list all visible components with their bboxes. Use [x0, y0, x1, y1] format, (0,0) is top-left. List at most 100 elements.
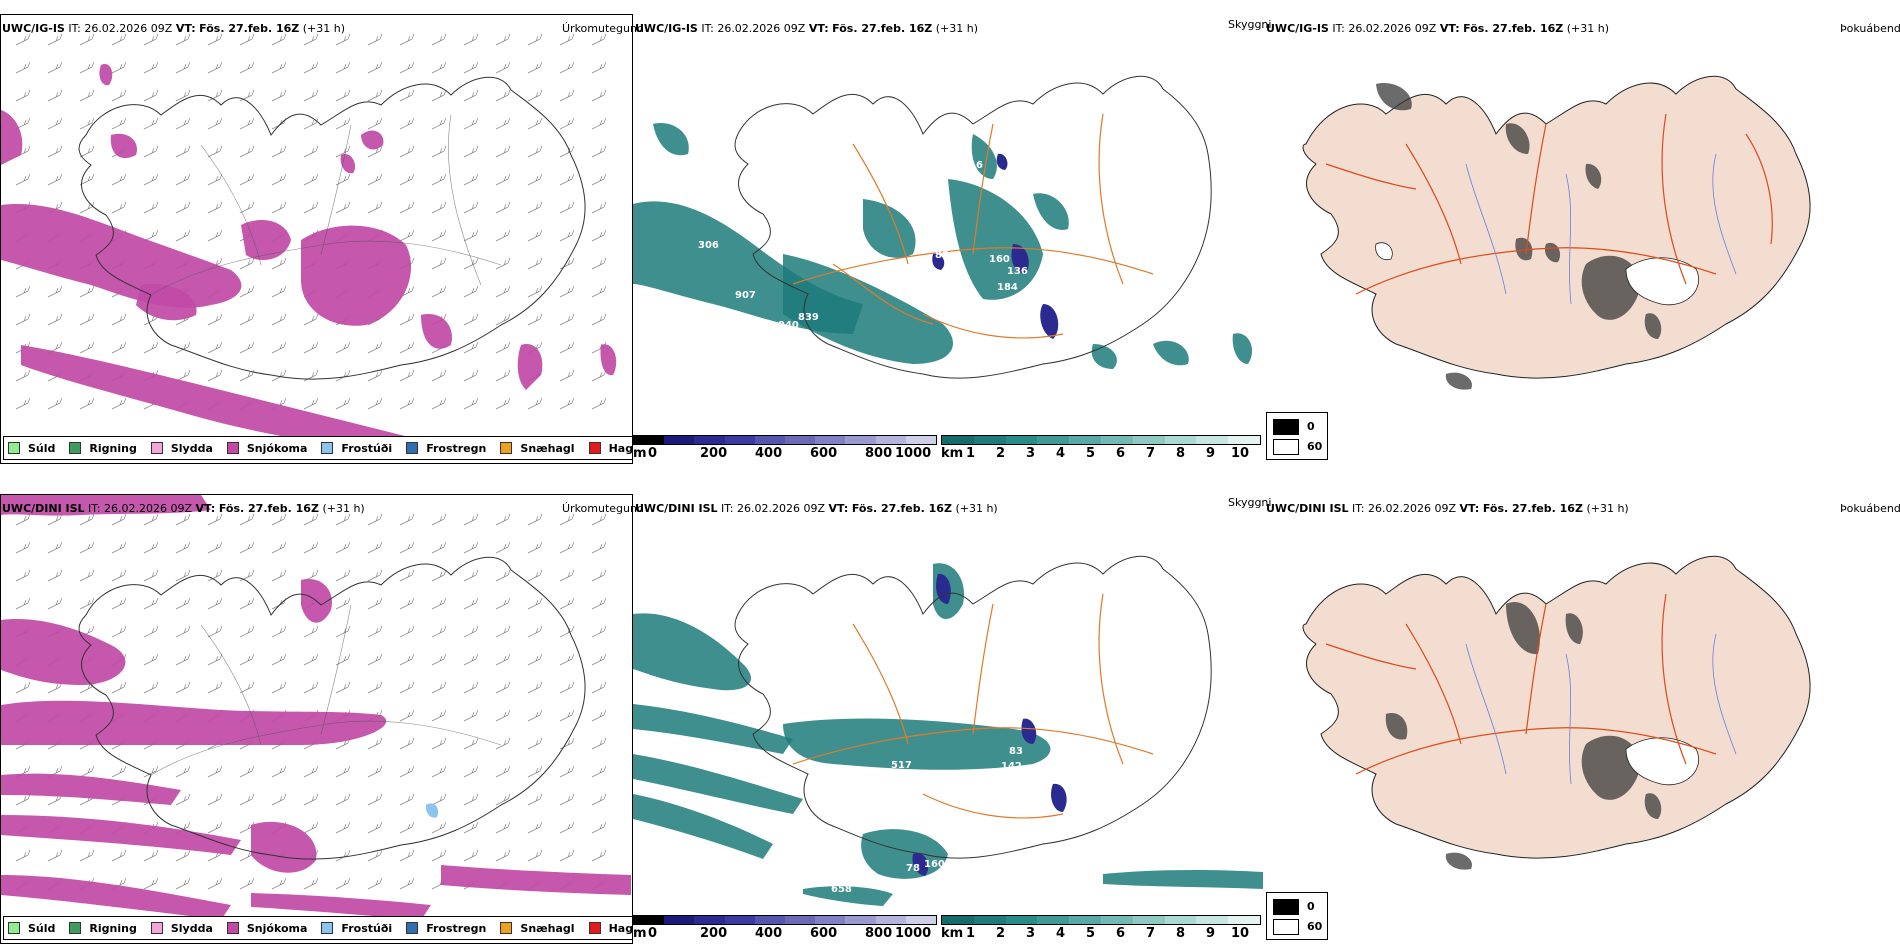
legend-item-rigning: Rigning — [69, 442, 137, 455]
number-label: 142 — [1001, 761, 1022, 772]
number-label: 45 — [1063, 806, 1077, 817]
number-label: 937 — [757, 332, 778, 343]
legend-swatch — [226, 922, 239, 934]
number-label: 55 — [961, 611, 975, 622]
number-label: 839 — [798, 312, 819, 323]
legend-swatch — [500, 922, 513, 934]
legend-swatch — [321, 442, 334, 454]
number-label: 136 — [1007, 266, 1028, 277]
cloud-map-bottom — [633, 555, 1263, 906]
road-network — [1325, 593, 1717, 775]
cloudbase-bar — [633, 915, 937, 925]
number-label: 940 — [778, 320, 799, 331]
visibility-bar — [941, 915, 1261, 925]
road-network — [1325, 113, 1773, 295]
legend-item-frostudi: Frostúði — [321, 442, 392, 455]
number-label: 306 — [698, 240, 719, 251]
legend-swatch — [406, 442, 419, 454]
low-visibility-areas — [633, 563, 1263, 906]
legend-swatch — [500, 442, 513, 454]
precip-map-top — [1, 33, 617, 455]
cloudbase-bar — [633, 435, 937, 445]
legend-swatch — [8, 922, 20, 934]
precip-label-top: Úrkomutegund — [562, 22, 644, 35]
fog-label-bottom: Þokuábendi — [1840, 502, 1900, 515]
number-label: 77 — [805, 791, 819, 802]
visibility-bar — [941, 435, 1261, 445]
number-label: 111 — [935, 641, 956, 652]
legend-swatch — [226, 442, 239, 454]
number-label: 907 — [735, 290, 756, 301]
legend-item-hagel: Haglél — [588, 442, 632, 455]
fog-title-top: UWC/IG-IS IT: 26.02.2026 09Z VT: Fös. 27… — [1266, 22, 1610, 35]
legend-item-slydda: Slydda — [150, 922, 213, 935]
number-label: 88 — [935, 250, 949, 261]
land-fill — [1302, 555, 1811, 859]
legend-item-snjokoma: Snjókoma — [226, 442, 307, 455]
precip-type-legend: Súld Rigning Slydda Snjókoma Frostúði Fr… — [3, 436, 632, 460]
legend-swatch — [150, 922, 163, 934]
cloud-label-top: Skyggni — [1228, 18, 1272, 31]
number-label: 829 — [845, 772, 866, 783]
precip-title-top: UWC/IG-IS IT: 26.02.2026 09Z VT: Fös. 27… — [2, 22, 346, 35]
cloud-map-top — [633, 75, 1253, 379]
visibility-colorbar-top: km 1 2 3 4 5 6 7 8 9 10 — [941, 435, 1263, 461]
legend-item-frostregn: Frostregn — [406, 922, 486, 935]
river-network — [1465, 633, 1737, 785]
legend-swatch — [69, 922, 82, 934]
road-network — [150, 114, 502, 296]
fog-panel-bottom — [1266, 494, 1900, 894]
number-label: 69 — [1058, 324, 1072, 335]
cloudbase-areas — [912, 573, 1067, 876]
number-label: 155 — [929, 388, 950, 399]
number-label: 80 — [905, 384, 919, 395]
legend-swatch — [321, 922, 334, 934]
cloud-panel-top: 306 907 839 940 937 88 160 136 184 358 6… — [633, 14, 1263, 464]
fog-swatch-60 — [1273, 439, 1299, 455]
river-network — [1465, 153, 1737, 305]
iceland-outline — [734, 75, 1212, 379]
number-label: 16 — [969, 160, 983, 171]
number-label: 160 — [924, 859, 945, 870]
number-label: 37 — [768, 150, 782, 161]
fog-map-bottom — [1302, 555, 1811, 870]
legend-item-rigning: Rigning — [69, 922, 137, 935]
number-label: 83 — [1009, 746, 1023, 757]
legend-item-frostregn: Frostregn — [406, 442, 486, 455]
legend-swatch — [8, 442, 20, 454]
precip-label-bottom: Úrkomutegund — [562, 502, 644, 515]
cloudbase-colorbar-top: m 0 200 400 600 800 1000 — [633, 435, 943, 461]
number-label: 184 — [997, 282, 1018, 293]
number-label: 358 — [1008, 302, 1029, 313]
legend-swatch — [406, 922, 419, 934]
cloudbase-areas — [932, 153, 1059, 339]
precip-panel-bottom: Súld Rigning Slydda Snjókoma Frostúði Fr… — [0, 494, 633, 944]
snow-areas — [1, 64, 617, 455]
fog-map-top — [1302, 75, 1811, 390]
road-network — [150, 604, 502, 776]
legend-item-frostudi: Frostúði — [321, 922, 392, 935]
fog-swatch-60 — [1273, 919, 1299, 935]
legend-item-sudl: Súld — [8, 922, 55, 935]
cloud-panel-bottom: 129 55 111 22 83 142 45 517 829 638 77 7… — [633, 494, 1263, 944]
rain-area — [425, 803, 439, 818]
legend-swatch — [588, 922, 601, 934]
cloud-title-bottom: UWC/DINI ISL IT: 26.02.2026 09Z VT: Fös.… — [635, 502, 998, 515]
legend-item-hagel: Haglél — [588, 922, 632, 935]
precip-map-bottom — [1, 495, 631, 920]
land-fill — [1302, 75, 1811, 379]
number-label: 160 — [989, 254, 1010, 265]
fog-swatch-0 — [1273, 419, 1299, 435]
cloudbase-colorbar-bottom: m 0 200 400 600 800 1000 — [633, 915, 943, 941]
legend-swatch — [150, 442, 163, 454]
number-label: 638 — [820, 785, 841, 796]
cloud-label-bottom: Skyggni — [1228, 496, 1272, 509]
legend-item-snaehagl: Snæhagl — [500, 922, 575, 935]
legend-item-slydda: Slydda — [150, 442, 213, 455]
road-network — [792, 113, 1154, 339]
legend-item-snjokoma: Snjókoma — [226, 922, 307, 935]
cloud-title-top: UWC/IG-IS IT: 26.02.2026 09Z VT: Fös. 27… — [635, 22, 979, 35]
legend-swatch — [588, 442, 601, 454]
iceland-outline — [734, 555, 1212, 859]
fog-swatch-0 — [1273, 899, 1299, 915]
